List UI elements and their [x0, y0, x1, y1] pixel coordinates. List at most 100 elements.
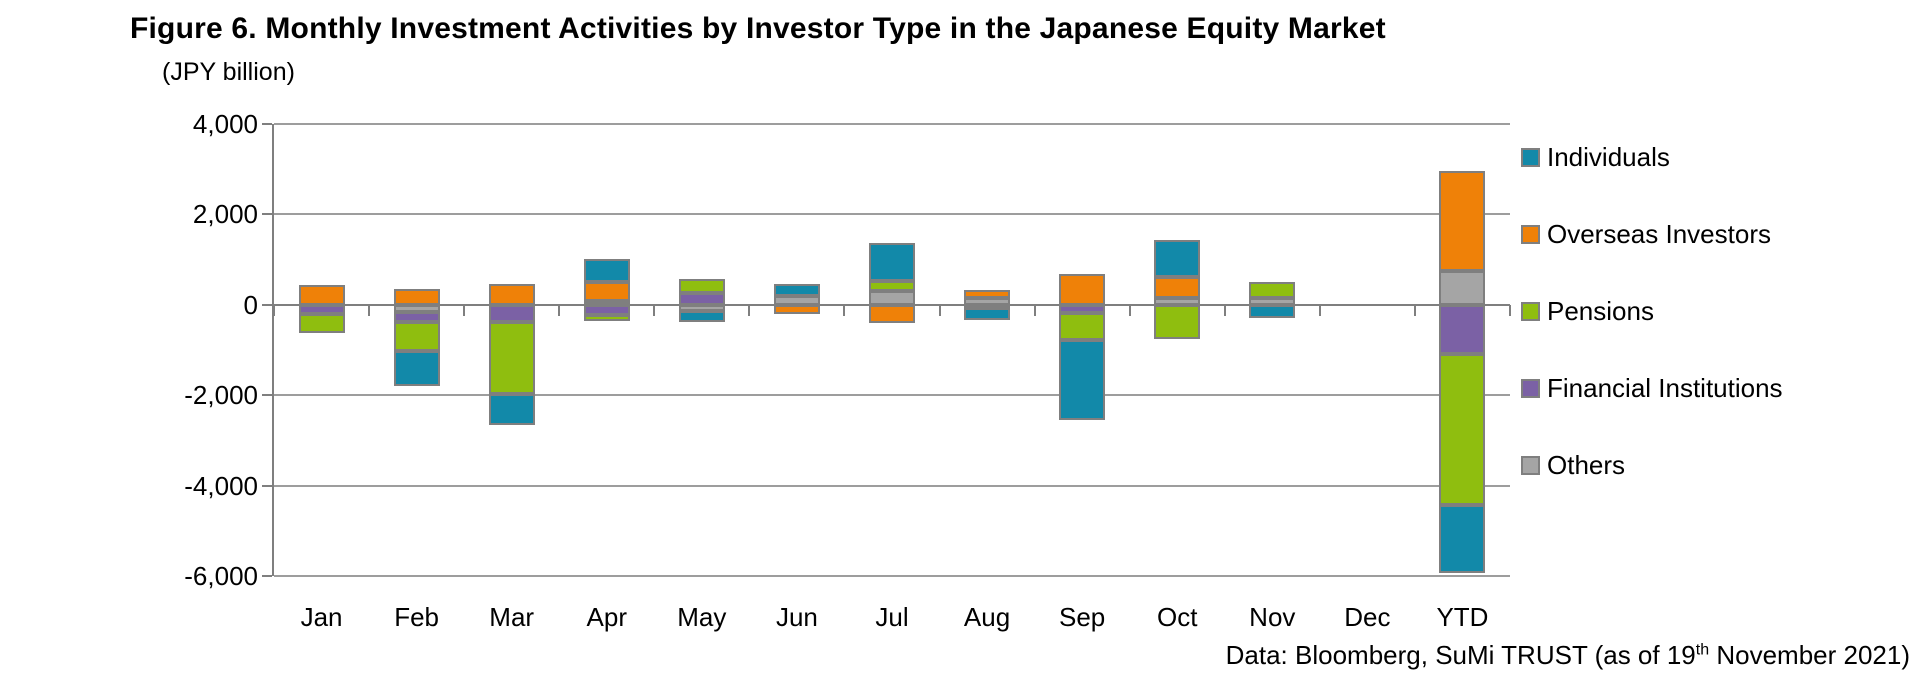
data-source-text: Data: Bloomberg, SuMi TRUST (as of 19 [1225, 640, 1696, 670]
x-axis-label-may: May [677, 602, 727, 632]
bar-segment-jun-individuals [773, 284, 820, 296]
bar-segment-oct-overseas-investors [1154, 277, 1201, 298]
legend-item-others: Others [1521, 449, 1783, 480]
bar-segment-may-financial-institutions [678, 293, 725, 305]
bar-segment-nov-others [1249, 297, 1296, 305]
legend-item-overseas-investors: Overseas Investors [1521, 219, 1783, 249]
bar-segment-aug-others [964, 298, 1011, 305]
y-axis-label-0: 0 [243, 289, 258, 320]
bar-segment-jul-individuals [869, 242, 915, 281]
gridline--2000 [274, 394, 1510, 397]
category-axis-tick-9 [1128, 304, 1131, 316]
legend-label: Others [1547, 449, 1626, 480]
bar-segment-apr-financial-institutions [583, 304, 630, 315]
bar-segment-feb-individuals [393, 351, 440, 387]
bar-segment-feb-pensions [393, 321, 440, 352]
bar-segment-oct-others [1154, 297, 1201, 305]
category-axis-tick-1 [368, 304, 371, 316]
category-axis-tick-7 [938, 304, 941, 316]
bar-segment-jan-overseas-investors [298, 285, 345, 305]
legend-swatch-icon [1521, 378, 1540, 398]
legend: Individuals Overseas Investors Pensions Fin… [1521, 141, 1783, 528]
bar-segment-nov-individuals [1249, 304, 1296, 319]
gridline-2000 [274, 213, 1510, 216]
legend-label: Pensions [1547, 295, 1654, 326]
bar-segment-oct-individuals [1154, 240, 1201, 278]
bar-segment-ytd-pensions [1439, 353, 1486, 506]
bar-segment-sep-individuals [1059, 340, 1106, 421]
x-axis-label-jul: Jul [875, 602, 909, 632]
data-source-superscript: th [1695, 641, 1710, 659]
category-axis-tick-8 [1033, 304, 1036, 316]
bar-segment-sep-financial-institutions [1059, 304, 1106, 313]
bar-segment-feb-financial-institutions [393, 312, 440, 322]
data-source-text-suffix: November 2021) [1709, 640, 1910, 670]
bar-segment-apr-overseas-investors [583, 282, 630, 301]
bar-segment-mar-pensions [488, 321, 535, 395]
bar-segment-mar-financial-institutions [488, 304, 535, 322]
y-axis-label-4000: 4,000 [192, 109, 258, 139]
legend-label: Individuals [1547, 141, 1670, 172]
y-axis-line [272, 124, 274, 576]
bar-segment-may-pensions [678, 279, 725, 294]
category-axis-tick-6 [843, 304, 846, 316]
bar-segment-jan-pensions [298, 314, 345, 333]
bar-segment-feb-others [393, 304, 440, 313]
bar-segment-oct-pensions [1154, 304, 1201, 340]
bar-segment-feb-overseas-investors [393, 288, 440, 305]
category-axis-tick-2 [463, 304, 466, 316]
bar-segment-aug-overseas-investors [964, 289, 1011, 299]
y-axis-label--2000: -2,000 [184, 380, 258, 411]
bar-segment-sep-pensions [1059, 312, 1106, 341]
x-axis-label-sep: Sep [1059, 602, 1106, 632]
legend-swatch-icon [1521, 147, 1540, 167]
bar-segment-ytd-financial-institutions [1439, 304, 1486, 354]
chart-title: Figure 6. Monthly Investment Activities … [130, 12, 1386, 45]
gridline-4000 [274, 123, 1510, 125]
plot-area: 4,000 2,000 0 -2,000 -4,000 -6,000 Jan Feb Mar Ap… [184, 109, 1511, 632]
bar-segment-ytd-others [1439, 270, 1486, 305]
data-source-note: Data: Bloomberg, SuMi TRUST (as of 19th … [1226, 640, 1910, 671]
y-axis-tick-4000 [262, 123, 272, 125]
category-axis-tick-10 [1223, 304, 1226, 316]
category-axis-tick-11 [1318, 304, 1321, 316]
x-axis-label-dec: Dec [1344, 602, 1391, 632]
y-axis-label--4000: -4,000 [184, 470, 258, 501]
legend-item-pensions: Pensions [1521, 295, 1783, 326]
legend-swatch-icon [1521, 224, 1540, 244]
bar-segment-mar-overseas-investors [488, 283, 535, 305]
category-axis-tick-3 [558, 304, 561, 316]
gridline--6000 [274, 575, 1510, 577]
x-axis-label-apr: Apr [586, 602, 627, 632]
bar-segment-jan-financial-institutions [298, 304, 345, 315]
bar-segment-aug-individuals [964, 307, 1011, 321]
category-axis-tick-5 [748, 304, 751, 316]
x-axis-label-jan: Jan [300, 602, 343, 632]
x-axis-label-feb: Feb [394, 602, 439, 632]
bar-segment-ytd-individuals [1439, 505, 1486, 574]
x-axis-label-ytd: YTD [1436, 602, 1489, 632]
y-axis-tick--4000 [262, 484, 272, 487]
category-axis-tick-4 [653, 304, 656, 316]
y-axis-tick--2000 [262, 394, 272, 397]
bar-segment-jun-others [773, 295, 820, 305]
legend-item-financial-institutions: Financial Institutions [1521, 373, 1783, 403]
x-axis-label-nov: Nov [1249, 602, 1296, 632]
x-axis-label-oct: Oct [1156, 602, 1198, 632]
y-axis-unit-label: (JPY billion) [162, 58, 295, 86]
bar-segment-apr-others [583, 300, 630, 305]
category-axis-tick-12 [1413, 304, 1416, 316]
bar-segment-nov-pensions [1249, 282, 1296, 298]
bar-segment-jun-overseas-investors [773, 304, 820, 315]
legend-item-individuals: Individuals [1521, 141, 1783, 172]
bar-segment-jul-pensions [869, 280, 915, 291]
bar-segment-jul-others [869, 290, 915, 305]
bar-segment-apr-individuals [583, 258, 630, 283]
legend-swatch-icon [1521, 455, 1540, 475]
y-axis-tick-0 [262, 303, 272, 306]
y-axis-label--6000: -6,000 [184, 561, 258, 591]
x-axis-label-aug: Aug [963, 602, 1011, 632]
bar-segment-may-others [678, 304, 725, 312]
bar-segment-may-individuals [678, 311, 725, 322]
